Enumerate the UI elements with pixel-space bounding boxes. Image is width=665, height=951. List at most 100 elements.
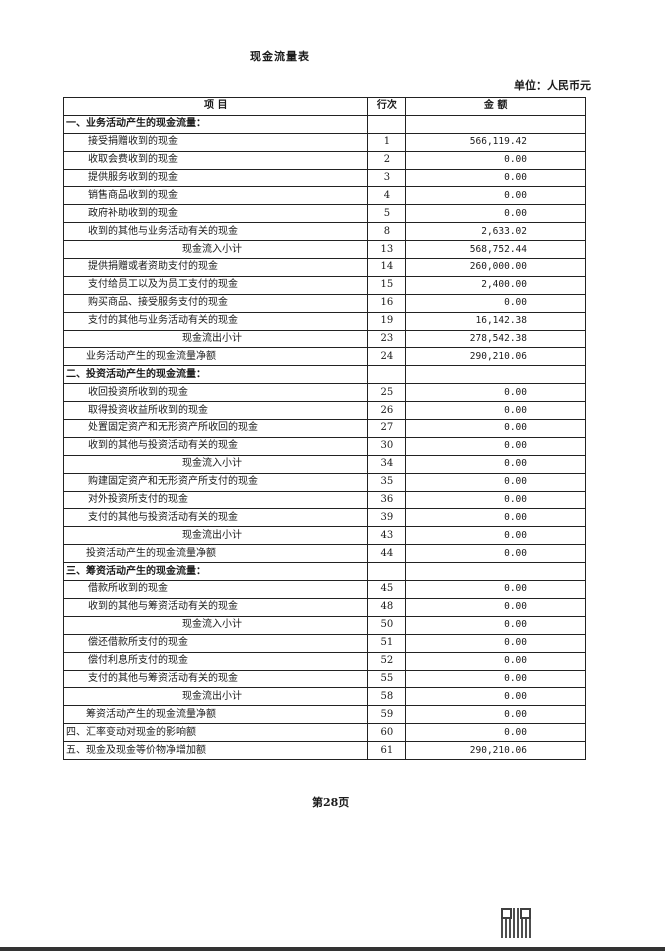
row-line-number: 27: [367, 419, 407, 438]
table-row: 现金流入小计 34 0.00: [62, 454, 586, 474]
section-header-row: 一、业务活动产生的现金流量：: [62, 114, 586, 134]
row-item: 支付的其他与投资活动有关的现金: [62, 508, 369, 528]
row-line-number: 58: [367, 687, 407, 707]
row-line-number: 55: [367, 669, 407, 689]
row-item: 购建固定资产和无形资产所支付的现金: [62, 472, 369, 492]
row-line-number: 30: [367, 436, 407, 456]
row-line-number: 45: [367, 580, 407, 599]
table-row: 取得投资收益所收到的现金 26 0.00: [62, 401, 586, 421]
row-amount: 0.00: [405, 526, 586, 546]
row-item: 提供服务收到的现金: [62, 168, 369, 188]
table-row: 支付给员工以及为员工支付的现金 15 2,400.00: [62, 275, 586, 295]
row-item: 业务活动产生的现金流量净额: [62, 347, 369, 367]
table-row: 销售商品收到的现金 4 0.00: [62, 186, 586, 206]
header-amount: 金 额: [405, 97, 586, 116]
row-item: 收取会费收到的现金: [62, 150, 369, 170]
table-row: 提供捐赠或者资助支付的现金 14 260,000.00: [62, 258, 586, 277]
row-line-number: 36: [367, 490, 407, 510]
table-row: 政府补助收到的现金 5 0.00: [62, 204, 586, 224]
row-amount: 0.00: [405, 597, 586, 617]
table-row: 收到的其他与业务活动有关的现金 8 2,633.02: [62, 222, 586, 242]
row-item: 偿付利息所支付的现金: [62, 651, 369, 671]
row-line-number: 34: [367, 454, 407, 474]
row-line-number: 19: [367, 311, 407, 331]
row-amount: 0.00: [405, 150, 586, 170]
row-line-number: 25: [367, 383, 407, 403]
row-amount: [405, 365, 586, 385]
row-line-number: [367, 562, 407, 582]
row-line-number: 44: [367, 544, 407, 564]
row-amount: 2,400.00: [405, 275, 586, 295]
row-item: 现金流出小计: [62, 687, 369, 707]
row-amount: 0.00: [405, 204, 586, 224]
table-row: 收到的其他与投资活动有关的现金 30 0.00: [62, 436, 586, 456]
currency-unit: 单位：人民币元: [514, 79, 591, 92]
table-row: 提供服务收到的现金 3 0.00: [62, 168, 586, 188]
row-item: 处置固定资产和无形资产所收回的现金: [62, 419, 369, 438]
table-row: 接受捐赠收到的现金 1 566,119.42: [62, 132, 586, 152]
row-line-number: 16: [367, 293, 407, 313]
row-line-number: 39: [367, 508, 407, 528]
row-line-number: 24: [367, 347, 407, 367]
row-item: 借款所收到的现金: [62, 580, 369, 599]
table-row: 收取会费收到的现金 2 0.00: [62, 150, 586, 170]
row-amount: 0.00: [405, 580, 586, 599]
row-amount: 278,542.38: [405, 329, 586, 349]
row-amount: 290,210.06: [405, 741, 586, 760]
table-header-row: 项 目 行次 金 额: [62, 97, 586, 116]
table-row: 现金流入小计 50 0.00: [62, 615, 586, 635]
row-item: 投资活动产生的现金流量净额: [62, 544, 369, 564]
row-amount: 2,633.02: [405, 222, 586, 242]
section-header-row: 二、投资活动产生的现金流量：: [62, 365, 586, 385]
page-number: 第28页: [312, 796, 350, 809]
row-item: 四、汇率变动对现金的影响额: [62, 723, 369, 743]
row-item: 对外投资所支付的现金: [62, 490, 369, 510]
row-line-number: 2: [367, 150, 407, 170]
table-row: 四、汇率变动对现金的影响额 60 0.00: [62, 723, 586, 743]
row-line-number: 3: [367, 168, 407, 188]
row-line-number: 23: [367, 329, 407, 349]
row-item: 现金流出小计: [62, 329, 369, 349]
document-title: 现金流量表: [250, 50, 310, 63]
row-item: 支付给员工以及为员工支付的现金: [62, 275, 369, 295]
row-amount: 0.00: [405, 651, 586, 671]
row-item: 提供捐赠或者资助支付的现金: [62, 258, 369, 277]
qr-code-icon: [501, 908, 531, 938]
table-row: 支付的其他与业务活动有关的现金 19 16,142.38: [62, 311, 586, 331]
cash-flow-table: 项 目 行次 金 额 一、业务活动产生的现金流量： 接受捐赠收到的现金 1 566,1…: [62, 97, 586, 760]
table-row: 处置固定资产和无形资产所收回的现金 27 0.00: [62, 419, 586, 438]
row-line-number: 5: [367, 204, 407, 224]
row-item: 二、投资活动产生的现金流量：: [62, 365, 369, 385]
row-item: 五、现金及现金等价物净增加额: [62, 741, 369, 760]
row-item: 现金流入小计: [62, 615, 369, 635]
row-amount: 0.00: [405, 705, 586, 725]
row-line-number: 8: [367, 222, 407, 242]
section-header-row: 三、筹资活动产生的现金流量：: [62, 562, 586, 582]
table-row: 五、现金及现金等价物净增加额 61 290,210.06: [62, 741, 586, 760]
row-item: 一、业务活动产生的现金流量：: [62, 114, 369, 134]
table-row: 购建固定资产和无形资产所支付的现金 35 0.00: [62, 472, 586, 492]
row-item: 支付的其他与筹资活动有关的现金: [62, 669, 369, 689]
row-line-number: 14: [367, 258, 407, 277]
table-row: 现金流出小计 23 278,542.38: [62, 329, 586, 349]
row-amount: 0.00: [405, 490, 586, 510]
row-item: 政府补助收到的现金: [62, 204, 369, 224]
row-amount: [405, 562, 586, 582]
row-item: 接受捐赠收到的现金: [62, 132, 369, 152]
row-line-number: 15: [367, 275, 407, 295]
row-item: 销售商品收到的现金: [62, 186, 369, 206]
row-amount: [405, 114, 586, 134]
row-amount: 0.00: [405, 401, 586, 421]
row-item: 收回投资所收到的现金: [62, 383, 369, 403]
row-amount: 0.00: [405, 544, 586, 564]
header-line: 行次: [367, 97, 407, 116]
row-amount: 566,119.42: [405, 132, 586, 152]
row-line-number: 50: [367, 615, 407, 635]
table-row: 偿还借款所支付的现金 51 0.00: [62, 633, 586, 653]
row-line-number: 1: [367, 132, 407, 152]
row-line-number: 51: [367, 633, 407, 653]
row-amount: 0.00: [405, 669, 586, 689]
row-amount: 0.00: [405, 293, 586, 313]
row-amount: 290,210.06: [405, 347, 586, 367]
row-amount: 0.00: [405, 508, 586, 528]
